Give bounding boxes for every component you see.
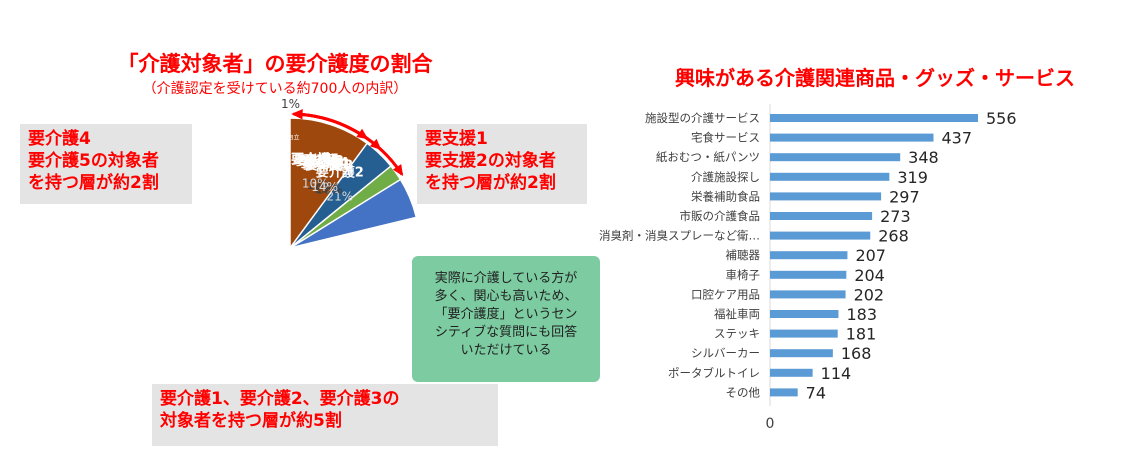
bar-value-label-2: 348 [908, 148, 939, 167]
bar-value-label-6: 268 [878, 227, 909, 246]
bar-value-label-12: 168 [841, 344, 872, 363]
pie-label-4: 要介護2 [316, 165, 364, 181]
bar-9 [770, 290, 846, 299]
pie-percent-3: 15% [314, 181, 341, 195]
pie-percent-6: 14% [311, 180, 338, 194]
bar-category-label-8: 車椅子 [726, 268, 761, 282]
bar-11 [770, 329, 838, 338]
bar-4 [770, 192, 882, 201]
bar-value-label-13: 114 [821, 364, 852, 383]
bar-category-label-7: 補聴器 [726, 248, 761, 262]
bar-value-label-14: 74 [806, 383, 826, 402]
pie-label-2: 要支援2 [296, 153, 344, 169]
bar-value-label-3: 319 [897, 168, 928, 187]
bar-chart-title: 興味がある介護関連商品・グッズ・サービス [675, 66, 1075, 90]
bar-category-label-0: 施設型の介護サービス [645, 111, 760, 125]
bar-category-label-6: 消臭剤・消臭スプレーなど衛… [599, 229, 760, 243]
survey-note: 実際に介護している方が 多く、関心も高いため、 「要介護度」というセン シティブ… [412, 256, 600, 382]
bar-13 [770, 368, 813, 377]
bar-x-tick-label: 0 [766, 416, 775, 432]
pie-label-5: 要介護3 [305, 158, 353, 174]
bar-category-label-14: その他 [726, 385, 761, 399]
pie-chart-title: 「介護対象者」の要介護度の割合 [117, 52, 433, 76]
bar-value-label-1: 437 [941, 129, 972, 148]
group-arrow-2-0 [291, 109, 303, 120]
bar-value-label-8: 204 [854, 266, 885, 285]
group-arrow-2-1 [356, 128, 369, 140]
pie-chart-subtitle: （介護認定を受けている約700人の内訳） [142, 81, 408, 97]
bar-2 [770, 153, 901, 162]
bar-14 [770, 388, 798, 397]
bar-category-label-4: 栄養補助食品 [691, 189, 760, 203]
bar-category-label-9: 口腔ケア用品 [691, 287, 760, 301]
bar-5 [770, 212, 873, 220]
bar-value-label-10: 183 [846, 305, 877, 324]
pie-label-7: 要介護5 [291, 151, 339, 167]
pie-percent-5: 16% [316, 183, 343, 197]
pie-percent-7: 10% [302, 176, 329, 190]
care-level-pie-chart: 自立 1% 要支援1 10% 要支援2 12% 要介護1 15%要介護2 21% 要介護3 16% 要… [280, 97, 417, 251]
bar-category-label-1: 宅食サービス [691, 131, 760, 145]
bar-value-label-9: 202 [854, 285, 885, 304]
group-arrow-1-1 [392, 164, 404, 177]
bar-value-label-11: 181 [846, 325, 877, 344]
pie-percent-0: 1% [281, 97, 300, 111]
bar-category-label-3: 介護施設探し [691, 170, 760, 184]
bar-value-label-0: 556 [986, 109, 1017, 128]
bar-8 [770, 270, 847, 279]
pie-percent-2: 12% [307, 178, 334, 192]
callout-support-level-1-2: 要支援1 要支援2の対象者 を持つ層が約2割 [417, 124, 587, 204]
pie-percent-1: 10% [302, 176, 329, 190]
bar-12 [770, 349, 833, 358]
bar-category-label-13: ポータブルトイレ [668, 366, 760, 380]
pie-label-6: 要介護4 [301, 155, 349, 171]
pie-slice-7 [289, 117, 369, 251]
bar-category-label-12: シルバーカー [691, 346, 760, 360]
bar-value-label-4: 297 [889, 187, 920, 206]
bar-0 [770, 114, 978, 122]
bar-3 [770, 172, 890, 181]
bar-1 [770, 133, 934, 142]
bar-category-label-2: 紙おむつ・紙パンツ [656, 150, 760, 164]
callout-care-level-4-5: 要介護4 要介護5の対象者 を持つ層が約2割 [20, 124, 192, 204]
pie-label-0: 自立 [287, 134, 299, 142]
interest-bar-chart: 施設型の介護サービス 556 宅食サービス 437 紙おむつ・紙パンツ 348 介護施設探し… [599, 104, 1017, 432]
pie-percent-4: 21% [326, 190, 353, 204]
bar-category-label-11: ステッキ [714, 327, 760, 341]
pie-label-3: 要介護1 [303, 156, 351, 172]
bar-6 [770, 231, 871, 240]
bar-category-label-10: 福祉車両 [714, 307, 760, 321]
bar-value-label-5: 273 [880, 207, 911, 226]
bar-7 [770, 251, 848, 260]
bar-10 [770, 310, 839, 318]
pie-label-1: 要支援1 [291, 151, 339, 167]
callout-care-level-1-3: 要介護1、要介護2、要介護3の 対象者を持つ層が約5割 [152, 384, 498, 446]
bar-category-label-5: 市販の介護食品 [680, 209, 761, 223]
bar-value-label-7: 207 [855, 246, 886, 265]
